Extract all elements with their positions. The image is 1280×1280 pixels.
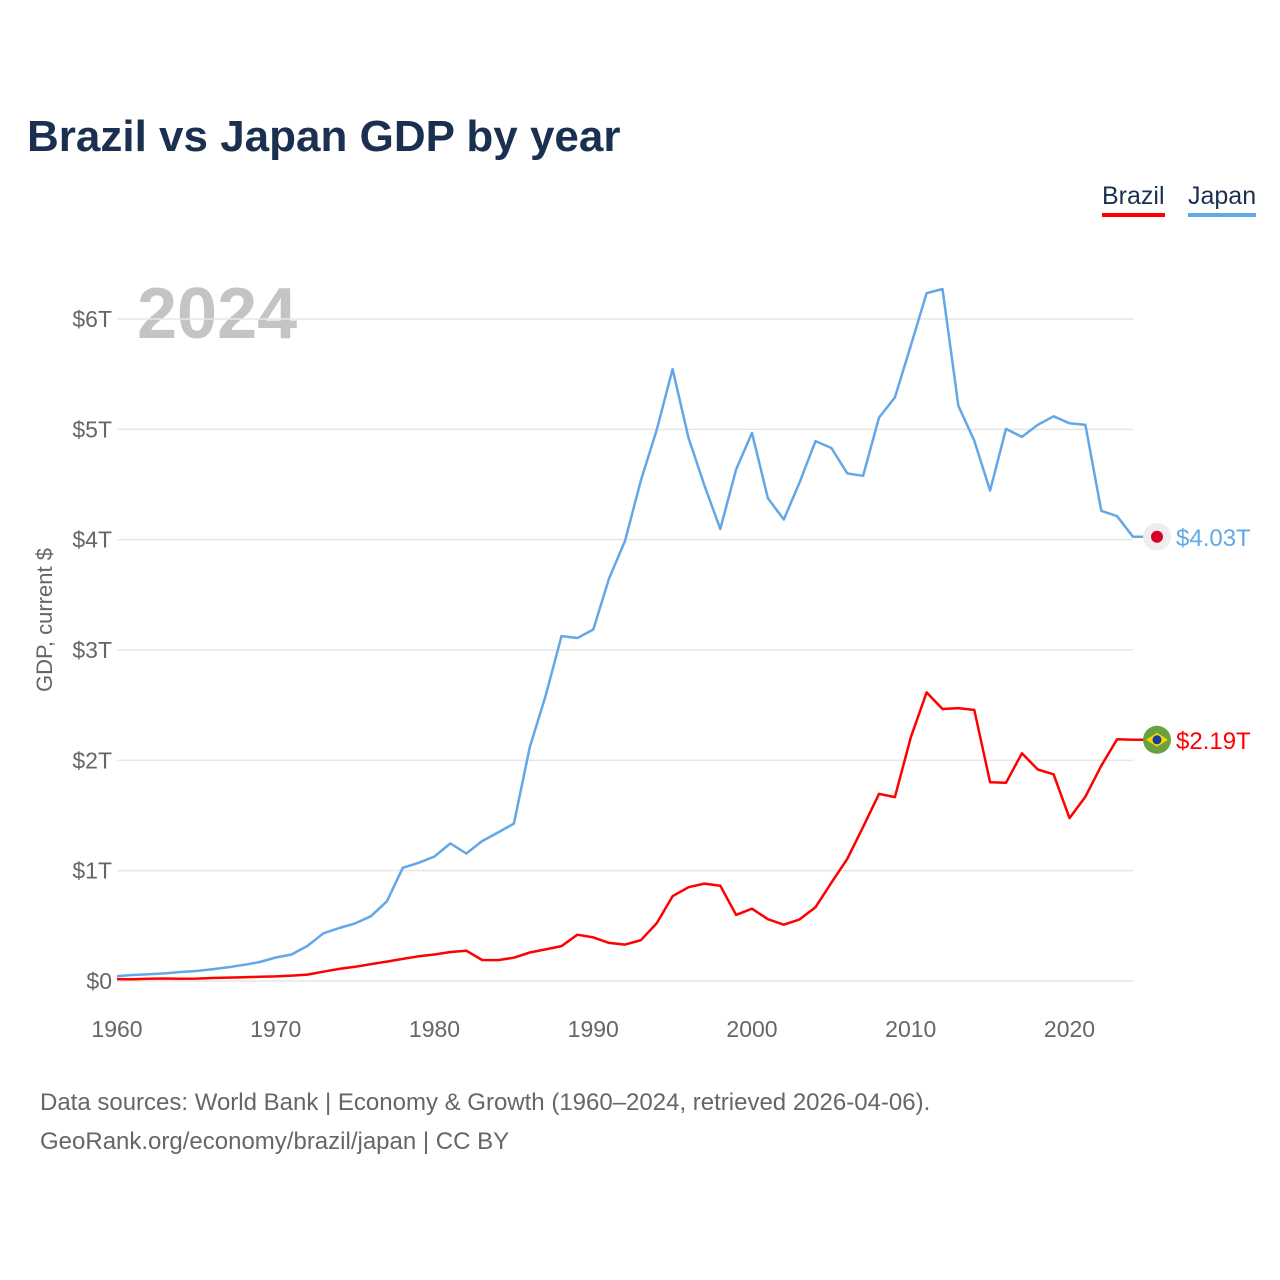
- x-tick-label: 1960: [91, 1016, 142, 1042]
- x-tick-label: 2020: [1044, 1016, 1095, 1042]
- brazil-flag-icon: [1143, 725, 1171, 754]
- series-line-brazil[interactable]: [116, 691, 1145, 981]
- legend-japan[interactable]: Japan: [1188, 182, 1257, 217]
- series-line-japan[interactable]: [116, 287, 1145, 978]
- y-tick-label: $1T: [72, 858, 112, 884]
- y-tick-label: $3T: [72, 637, 112, 663]
- legend-brazil[interactable]: Brazil: [1102, 182, 1165, 217]
- y-tick-label: $6T: [72, 306, 112, 332]
- y-tick-label: $0: [86, 968, 112, 994]
- year-watermark: 2024: [137, 274, 297, 354]
- source-link[interactable]: GeoRank.org/economy/brazil/japan | CC BY: [40, 1128, 510, 1155]
- x-tick-label: 1970: [250, 1016, 301, 1042]
- footer: Data sources: World Bank | Economy & Gro…: [40, 1083, 930, 1161]
- x-tick-label: 1980: [409, 1016, 460, 1042]
- end-label-brazil: $2.19T: [1176, 728, 1251, 755]
- y-axis-label: GDP, current $: [32, 548, 57, 692]
- x-tick-label: 2000: [726, 1016, 777, 1042]
- x-tick-label: 2010: [885, 1016, 936, 1042]
- chart-title: Brazil vs Japan GDP by year: [27, 112, 621, 161]
- data-source-text: Data sources: World Bank | Economy & Gro…: [40, 1089, 931, 1116]
- y-tick-label: $4T: [72, 527, 112, 553]
- end-label-japan: $4.03T: [1176, 525, 1251, 552]
- x-tick-label: 1990: [568, 1016, 619, 1042]
- japan-flag-icon: [1143, 522, 1171, 551]
- y-tick-label: $2T: [72, 747, 112, 773]
- y-tick-label: $5T: [72, 416, 112, 442]
